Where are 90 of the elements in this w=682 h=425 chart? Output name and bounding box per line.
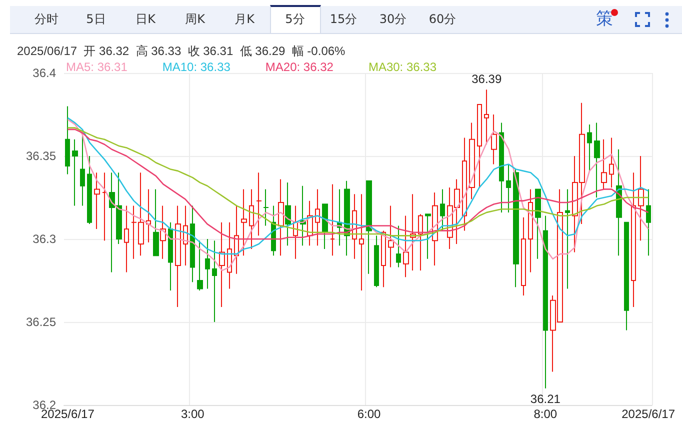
annotation: 36.39: [472, 72, 502, 86]
candlestick: [381, 230, 386, 288]
candlestick: [638, 156, 644, 242]
y-tick-label: 36.4: [32, 66, 56, 80]
candlestick: [212, 240, 217, 322]
candlestick: [234, 205, 239, 274]
text: 5分: [270, 5, 320, 33]
candlestick: [278, 178, 284, 256]
candlestick: [315, 188, 320, 246]
candlestick: [80, 136, 85, 206]
y-tick-label: 36.25: [26, 315, 56, 329]
candlestick: [396, 225, 401, 268]
candlestick: [285, 182, 291, 246]
candlestick: [94, 172, 100, 230]
candlestick: [330, 184, 335, 256]
candlestick: [491, 114, 497, 165]
candlestick: [124, 205, 129, 273]
candlestick: [183, 205, 188, 266]
candlestick: [219, 222, 225, 308]
candlestick: [241, 188, 247, 256]
candlestick: [190, 205, 195, 283]
candlestick: [197, 240, 203, 291]
candlestick: [535, 188, 541, 260]
candlestick: [205, 238, 210, 290]
candlestick: [87, 156, 92, 225]
text: MA20: 36.32: [265, 60, 334, 74]
text: 60分: [428, 11, 458, 28]
x-tick-label: 2025/6/17: [622, 407, 676, 421]
candlestick: [374, 235, 379, 288]
candlestick: [388, 205, 394, 268]
candlestick: [462, 137, 467, 232]
candlestick: [631, 172, 636, 308]
candlestick: [646, 188, 651, 256]
candlestick: [256, 172, 262, 236]
candlestick: [359, 194, 364, 291]
text: 30分: [378, 11, 408, 28]
x-tick-label: 6:00: [357, 407, 382, 421]
candlestick: [499, 122, 504, 213]
candlestick: [153, 188, 159, 256]
candlestick: [418, 214, 423, 272]
text: MA30: 36.33: [368, 60, 437, 74]
candlestick: [160, 205, 166, 260]
candlestick: [146, 188, 151, 243]
candlestick: [521, 216, 526, 296]
text: 月K: [234, 11, 256, 28]
text: 分时: [34, 11, 60, 28]
candlestick: [477, 104, 482, 188]
candlestick: [410, 194, 416, 272]
text: MA5: 36.31: [66, 60, 128, 74]
candlestick: [227, 222, 232, 290]
chart-subtitle: 2025/06/17 开 36.32 高 36.33 收 36.31 低 36.29 幅 -0.06%: [17, 44, 346, 58]
candlestick: [601, 138, 607, 190]
y-tick-label: 36.35: [26, 149, 56, 163]
candlestick: [594, 122, 600, 198]
candlestick: [616, 148, 622, 256]
candlestick: [624, 222, 629, 331]
candlestick: [65, 106, 70, 175]
text: 5日: [85, 11, 107, 28]
candlestick: [506, 164, 511, 213]
candlestick: [425, 214, 431, 260]
candlestick: [72, 138, 78, 206]
text: MA10: 36.33: [162, 60, 231, 74]
candlestick: [484, 89, 489, 145]
candlestick: [528, 188, 533, 273]
text: 策: [596, 8, 613, 31]
y-tick-label: 36.3: [32, 232, 56, 246]
candlestick: [440, 188, 445, 232]
candlestick: [513, 168, 519, 288]
candlestick: [344, 180, 350, 256]
candlestick: [249, 188, 254, 250]
candlestick: [293, 205, 298, 260]
x-tick-label: 3:00: [180, 407, 205, 421]
candlestick: [609, 137, 614, 188]
candlestick: [102, 172, 107, 242]
candlestick: [300, 185, 306, 246]
text: 周K: [184, 11, 206, 28]
candlestick: [175, 205, 181, 308]
candlestick: [587, 124, 592, 172]
candlestick: [366, 180, 372, 274]
candlestick: [469, 122, 475, 200]
candlestick: [403, 215, 409, 278]
annotation: 36.21: [530, 392, 561, 406]
text: 15分: [328, 11, 358, 28]
candlestick: [543, 215, 548, 389]
candlestick: [168, 222, 173, 291]
candlestick: [263, 188, 269, 226]
candlestick: [565, 188, 570, 290]
text: 日K: [134, 11, 156, 28]
candlestick: [322, 204, 328, 250]
x-tick-label: 8:00: [534, 407, 558, 421]
